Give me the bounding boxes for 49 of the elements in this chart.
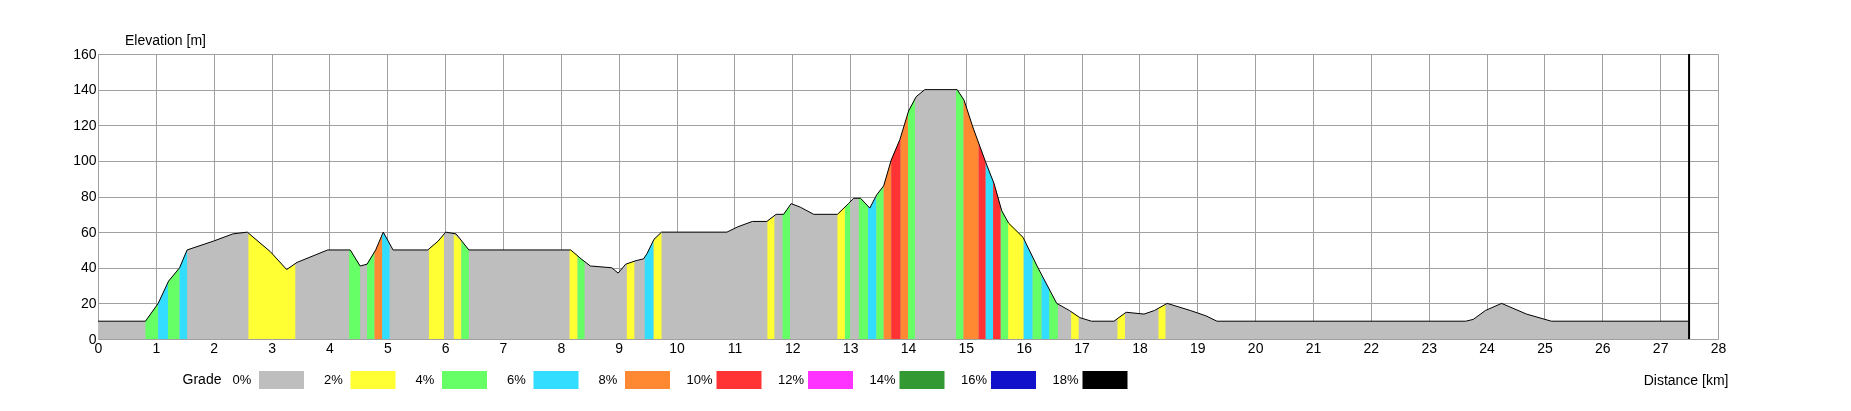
legend-label: 16% (960, 372, 988, 387)
x-tick-label: 14 (900, 339, 917, 356)
x-tick-label: 15 (958, 339, 975, 356)
legend-label: 6% (507, 372, 527, 387)
legend-label: 10% (686, 372, 713, 387)
legend-label: 12% (777, 372, 805, 387)
legend-label: 0% (232, 372, 252, 387)
x-tick-label: 24 (1479, 339, 1496, 356)
x-tick-label: 28 (1710, 339, 1727, 356)
x-tick-label: 21 (1305, 339, 1322, 356)
x-tick-label: 19 (1190, 339, 1206, 356)
legend-title: Grade (182, 371, 222, 387)
legend-label: 18% (1052, 372, 1079, 387)
y-tick-label: 40 (80, 259, 97, 276)
y-tick-label: 100 (73, 152, 97, 169)
x-tick-label: 25 (1537, 339, 1553, 356)
x-tick-label: 1 (152, 339, 161, 356)
x-tick-label: 10 (669, 339, 686, 356)
x-tick-label: 27 (1652, 339, 1669, 356)
x-tick-label: 3 (268, 339, 277, 356)
x-axis-title: Distance [km] (1643, 371, 1729, 388)
legend-label: 14% (869, 372, 896, 387)
y-tick-label: 80 (80, 188, 97, 204)
y-tick-label: 120 (73, 116, 97, 133)
y-tick-label: 20 (80, 294, 97, 311)
x-tick-label: 26 (1595, 339, 1611, 356)
x-tick-label: 6 (441, 339, 450, 356)
x-tick-label: 9 (615, 339, 624, 356)
x-tick-label: 13 (842, 339, 859, 356)
legend-label: 4% (415, 372, 435, 387)
x-tick-label: 23 (1421, 339, 1438, 356)
x-tick-label: 20 (1247, 339, 1264, 356)
y-tick-label: 60 (80, 223, 97, 240)
y-tick-label: 140 (73, 81, 97, 98)
x-tick-label: 12 (785, 339, 801, 356)
x-tick-label: 16 (1016, 339, 1033, 356)
y-axis-title: Elevation [m] (125, 31, 206, 48)
x-tick-label: 18 (1132, 339, 1148, 356)
y-tick-label: 160 (73, 45, 97, 62)
legend-label: 8% (598, 372, 618, 387)
legend-label: 2% (324, 372, 344, 387)
x-tick-label: 4 (326, 339, 335, 356)
x-tick-label: 2 (210, 339, 219, 356)
x-tick-label: 11 (727, 339, 743, 356)
x-tick-label: 8 (557, 339, 566, 356)
x-tick-label: 22 (1363, 339, 1380, 356)
x-tick-label: 17 (1074, 339, 1091, 356)
x-tick-label: 5 (383, 339, 392, 356)
x-tick-label: 7 (499, 339, 508, 356)
